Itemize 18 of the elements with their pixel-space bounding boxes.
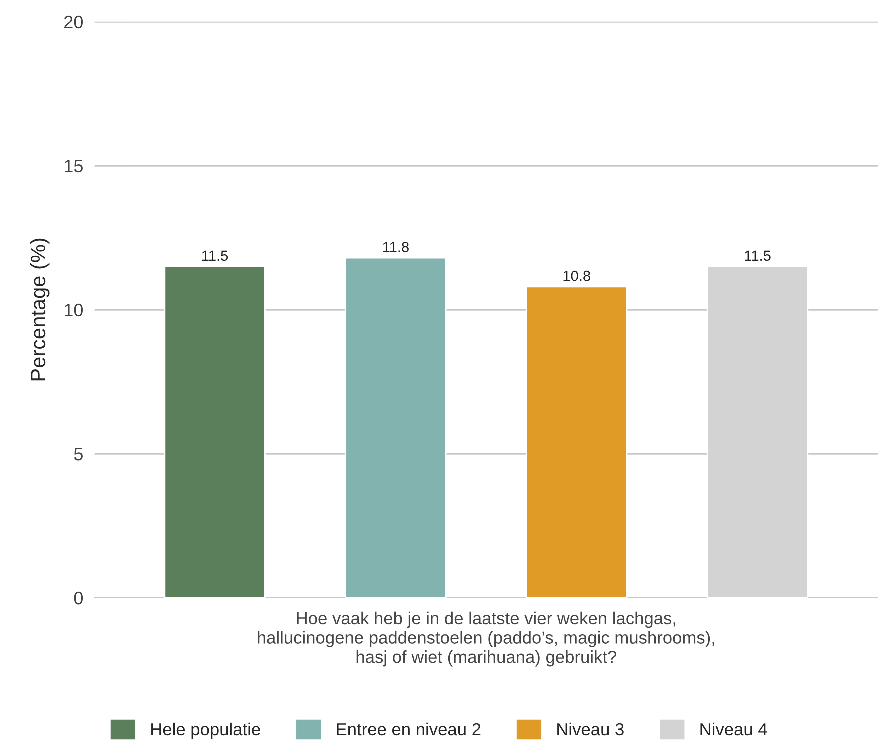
data-label: 11.5 [745,250,771,262]
legend-label: Niveau 3 [558,722,624,736]
legend-label: Niveau 4 [700,722,768,736]
y-tick-label: 20 [64,16,84,29]
data-label: 10.8 [564,270,590,282]
x-axis-title: Hoe vaak heb je in de laatste vier weken lachgas, hallucinogene paddenstoelen (paddo’s, magic mushrooms), hasj of wiet (marihuana) gebruikt? [258,612,714,667]
bar [526,286,628,598]
data-label: 11.8 [383,242,409,252]
legend-label: Hele populatie [152,722,260,740]
y-tick-label: 15 [65,160,83,173]
y-tick-label: 0 [74,592,84,605]
bar [164,266,266,598]
y-axis-title: Percentage (%) [30,238,50,381]
y-tick-label: 10 [65,304,84,317]
data-label: 11.5 [202,250,228,262]
y-tick-label: 5 [74,448,83,461]
bar [345,257,447,598]
legend-label: Entree en niveau 2 [337,722,481,736]
